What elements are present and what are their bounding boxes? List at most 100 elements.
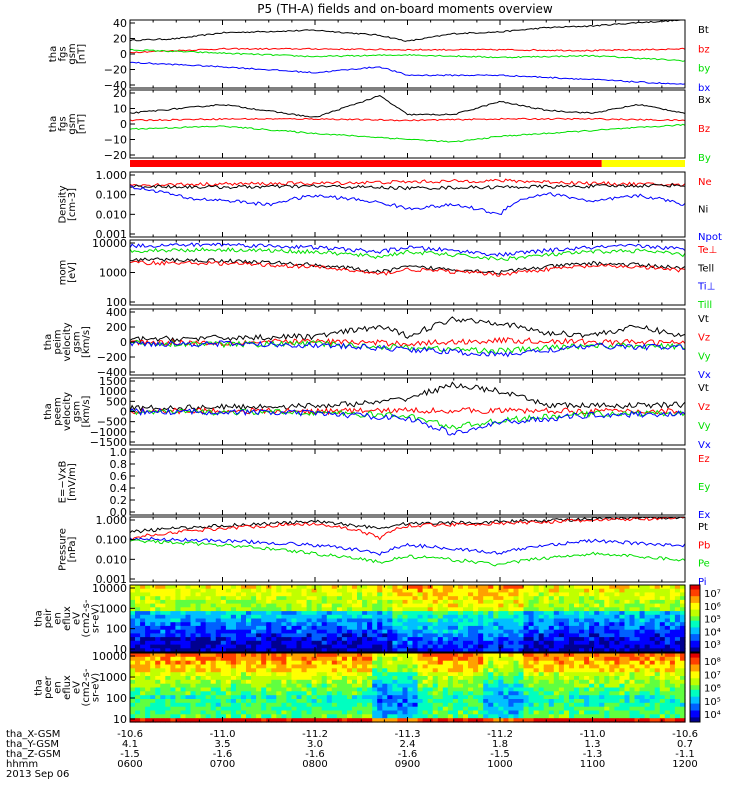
spectrogram-cell (584, 660, 590, 666)
spectrogram-cell (347, 710, 353, 715)
spectrogram-cell (594, 637, 600, 642)
spectrogram-cell (266, 614, 272, 620)
spectrogram-cell (402, 714, 409, 719)
spectrogram-cell (569, 691, 575, 696)
spectrogram-cell (220, 691, 227, 696)
spectrogram-cell (548, 718, 555, 723)
spectrogram-cell (680, 611, 686, 616)
spectrogram-cell (639, 614, 646, 620)
spectrogram-cell (256, 679, 262, 685)
series-npot-line (129, 185, 686, 215)
spectrogram-cell (458, 622, 464, 627)
spectrogram-cell (483, 718, 489, 723)
spectrogram-cell (210, 695, 217, 700)
colorbar-cell (690, 596, 700, 599)
spectrogram-cell (513, 625, 520, 631)
spectrogram-cell (619, 640, 625, 646)
spectrogram-cell (659, 664, 666, 669)
spectrogram-cell (407, 695, 414, 700)
spectrogram-cell (508, 644, 514, 649)
spectrogram-cell (145, 672, 151, 677)
spectrogram-cell (281, 706, 287, 712)
spectrogram-cell (483, 640, 489, 646)
spectrogram-cell (296, 629, 303, 634)
spectrogram-cell (281, 718, 287, 723)
spectrogram-cell (498, 611, 504, 616)
spectrogram-cell (256, 706, 262, 712)
spectrogram-cell (488, 648, 494, 653)
spectrogram-cell (402, 644, 409, 649)
spectrogram-cell (387, 603, 393, 608)
spectrogram-cell (427, 699, 434, 704)
spectrogram-cell (246, 660, 252, 666)
spectrogram-cell (614, 653, 620, 658)
spectrogram-cell (644, 668, 651, 673)
spectrogram-cell (377, 710, 383, 715)
spectrogram-cell (417, 699, 424, 704)
spectrogram-cell (412, 592, 419, 597)
spectrogram-cell (463, 695, 469, 700)
spectrogram-cell (412, 660, 419, 666)
spectrogram-cell (331, 625, 338, 631)
spectrogram-cell (220, 622, 227, 627)
spectrogram-cell (659, 660, 666, 666)
spectrogram-cell (669, 679, 676, 685)
spectrogram-cell (180, 679, 187, 685)
spectrogram-cell (251, 618, 257, 623)
spectrogram-cell (614, 660, 620, 666)
spectrogram-cell (140, 640, 146, 646)
spectrogram-cell (674, 687, 681, 692)
spectrogram-cell (352, 706, 358, 712)
spectrogram-cell (654, 637, 661, 642)
spectrogram-cell (634, 695, 641, 700)
spectrogram-cell (543, 618, 550, 623)
spectrogram-cell (205, 648, 212, 653)
spectrogram-cell (347, 718, 353, 723)
spectrogram-cell (347, 640, 353, 646)
spectrogram-cell (569, 714, 575, 719)
spectrogram-cell (584, 706, 590, 712)
spectrogram-cell (336, 676, 343, 681)
spectrogram-cell (291, 660, 298, 666)
spectrogram-cell (347, 676, 353, 681)
legend-vx: Vx (698, 440, 711, 451)
spectrogram-cell (533, 640, 540, 646)
spectrogram-cell (417, 585, 424, 590)
spectrogram-cell (649, 687, 656, 692)
spectrogram-cell (316, 611, 323, 616)
spectrogram-cell (538, 653, 545, 658)
spectrogram-cell (412, 611, 419, 616)
spectrogram-cell (604, 648, 610, 653)
spectrogram-cell (165, 599, 171, 605)
spectrogram-cell (649, 599, 656, 605)
spectrogram-cell (609, 691, 615, 696)
spectrogram-cell (553, 710, 560, 715)
colorbar-tick-label: 10³ (704, 640, 721, 651)
spectrogram-cell (604, 637, 610, 642)
spectrogram-cell (291, 640, 298, 646)
spectrogram-cell (412, 702, 419, 708)
spectrogram-cell (165, 668, 171, 673)
spectrogram-cell (599, 629, 605, 634)
spectrogram-cell (261, 687, 267, 692)
spectrogram-cell (387, 695, 393, 700)
footer-value: 1200 (672, 759, 697, 770)
spectrogram-cell (669, 596, 676, 601)
spectrogram-cell (614, 648, 620, 653)
spectrogram-cell (478, 611, 484, 616)
spectrogram-cell (276, 714, 282, 719)
spectrogram-cell (281, 679, 287, 685)
spectrogram-cell (553, 718, 560, 723)
spectrogram-cell (155, 687, 161, 692)
spectrogram-cell (528, 695, 535, 700)
spectrogram-cell (311, 668, 318, 673)
spectrogram-cell (649, 644, 656, 649)
spectrogram-cell (261, 656, 267, 662)
spectrogram-cell (412, 633, 419, 638)
spectrogram-cell (296, 706, 303, 712)
spectrogram-cell (563, 588, 570, 593)
spectrogram-cell (664, 710, 671, 715)
spectrogram-cell (286, 614, 292, 620)
spectrogram-cell (503, 691, 509, 696)
spectrogram-cell (225, 718, 232, 723)
